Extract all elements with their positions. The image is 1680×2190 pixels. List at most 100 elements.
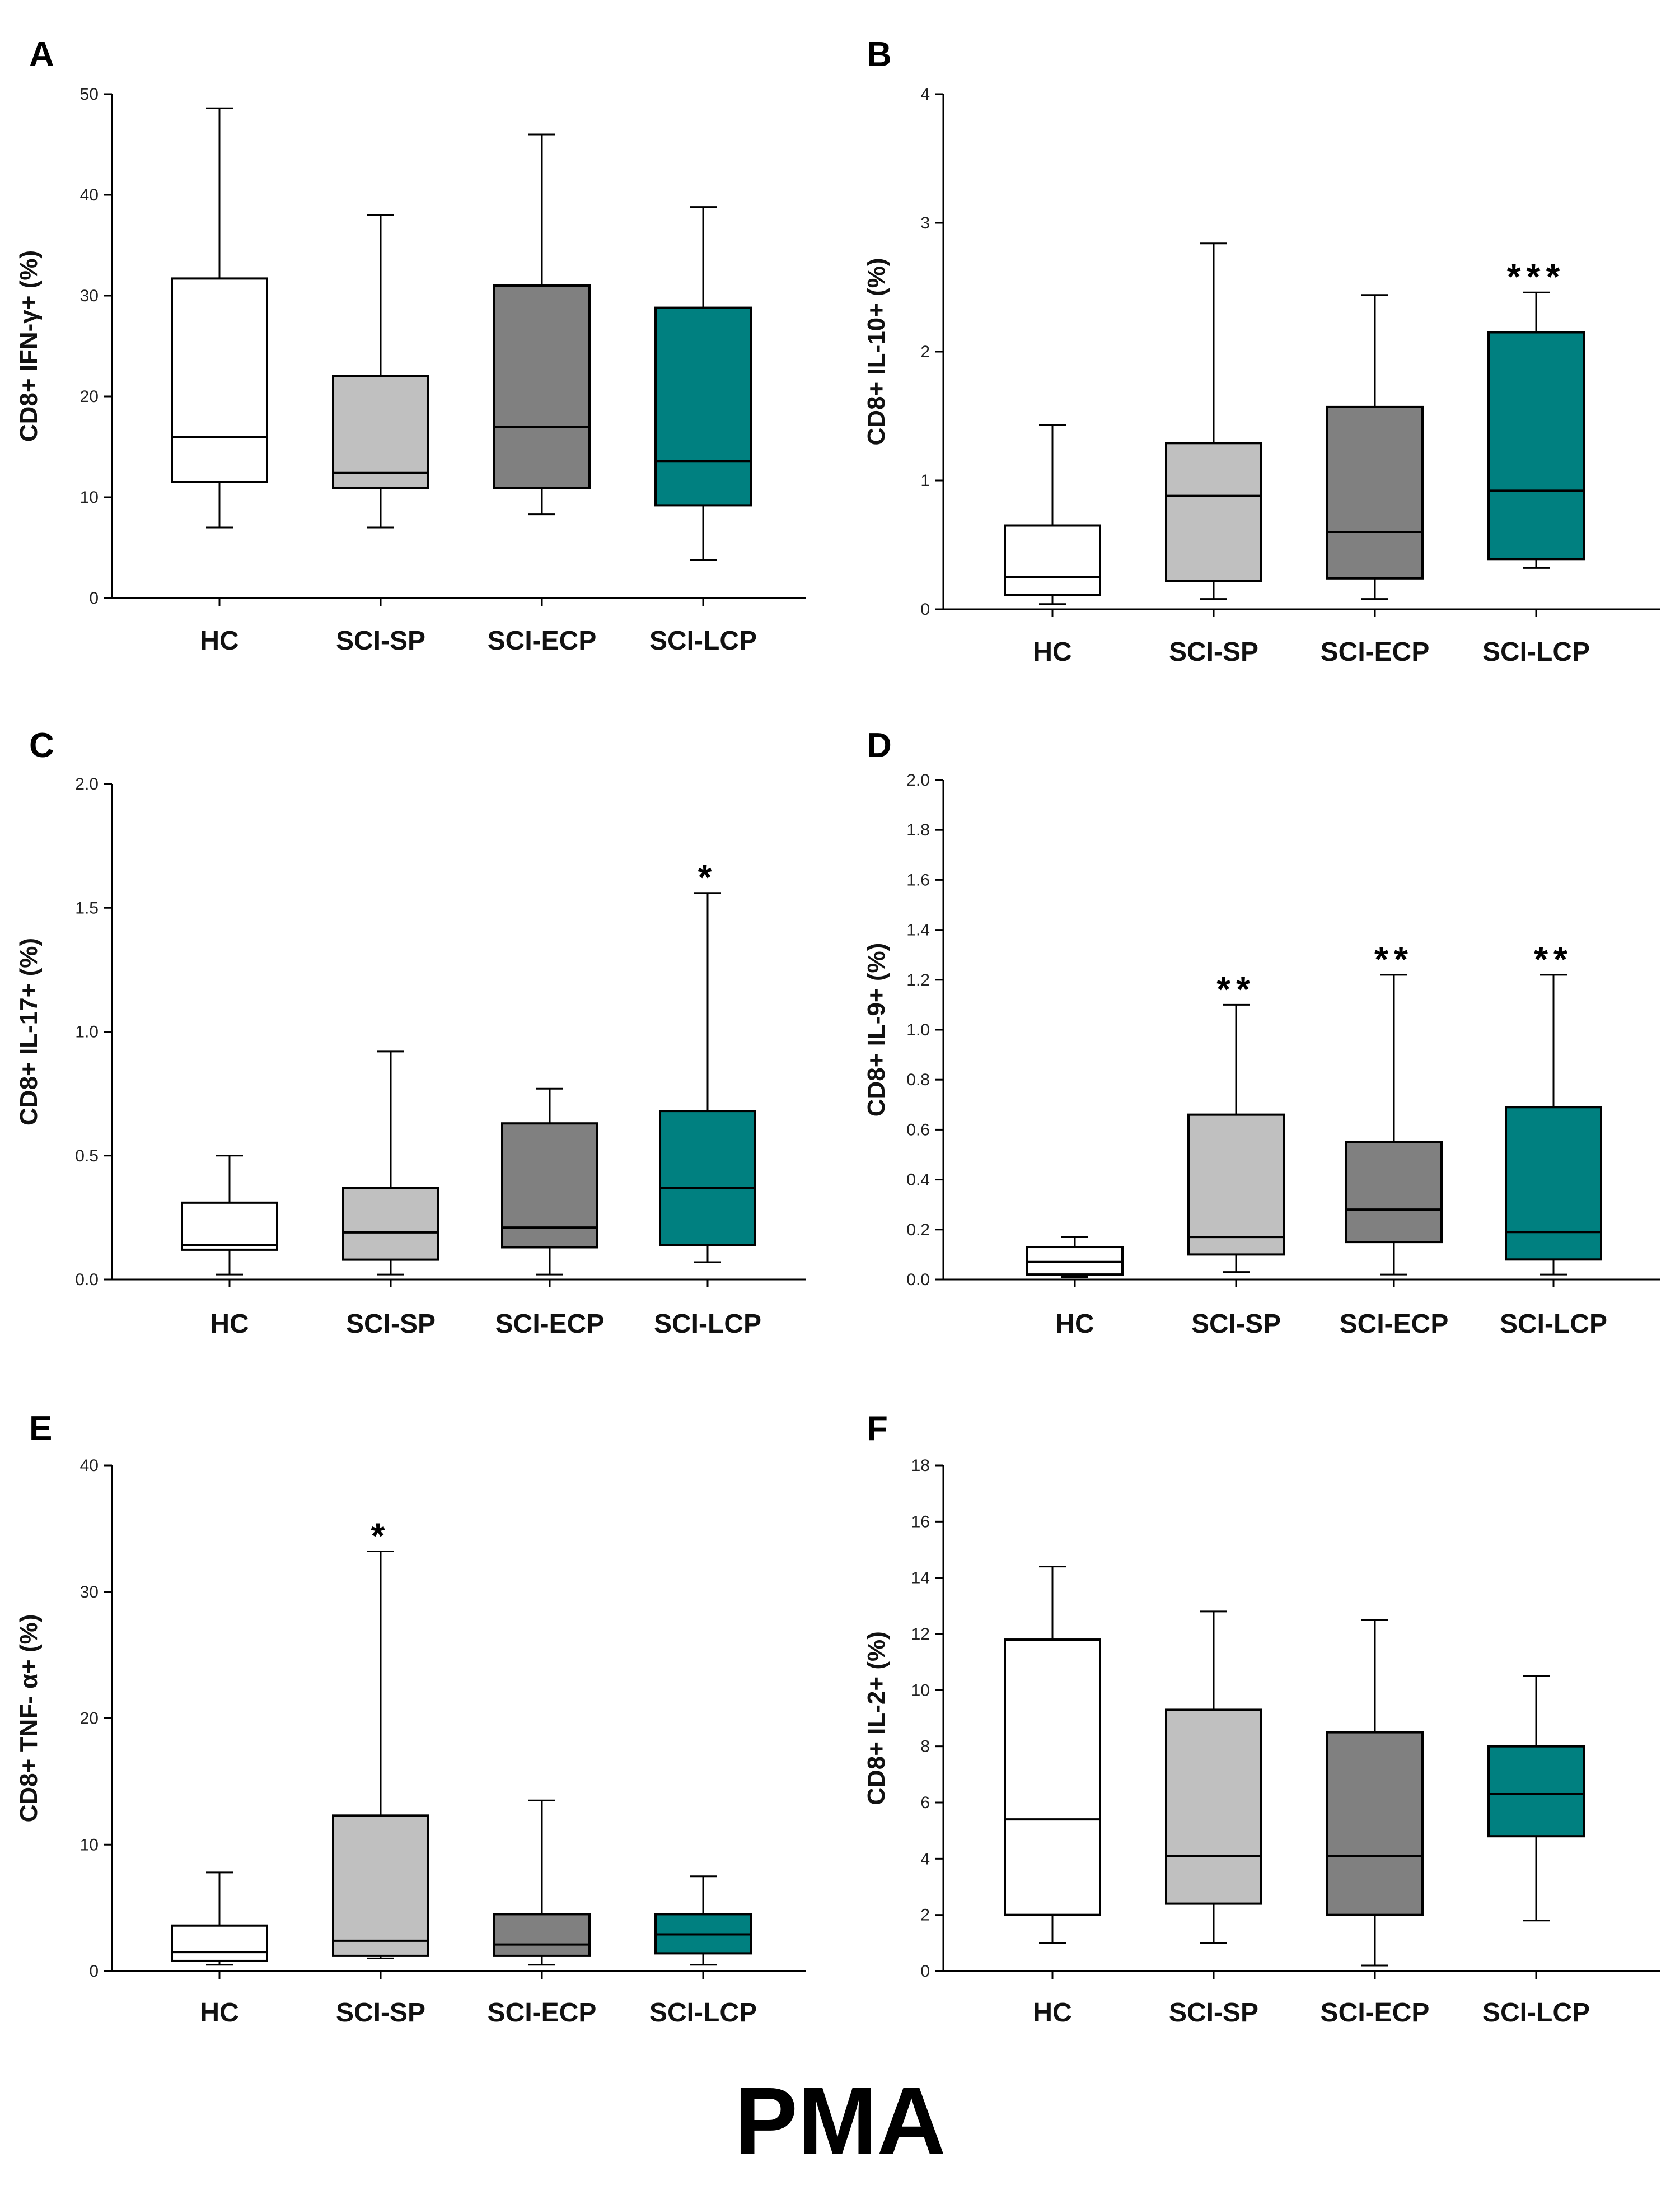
y-tick-label: 40 bbox=[80, 1456, 99, 1475]
y-tick-label: 1.6 bbox=[906, 871, 930, 889]
x-tick-label: SCI-SP bbox=[336, 626, 425, 656]
box-sci-sp: SCI-SP bbox=[342, 1050, 439, 1339]
box-sci-sp: SCI-SP bbox=[1165, 242, 1262, 667]
y-tick-label: 4 bbox=[920, 85, 930, 104]
box-sci-lcp: SCI-LCP * bbox=[654, 857, 761, 1339]
x-tick-label: SCI-SP bbox=[1169, 637, 1258, 667]
y-tick-label: 50 bbox=[80, 85, 99, 104]
y-tick-label: 0 bbox=[920, 600, 930, 619]
x-tick-label: SCI-SP bbox=[1169, 1998, 1258, 2028]
box-sci-sp: SCI-SP bbox=[332, 214, 429, 656]
significance-marker: ** bbox=[1534, 939, 1573, 979]
y-tick-label: 1.0 bbox=[906, 1021, 930, 1039]
y-tick-label: 1 bbox=[920, 471, 930, 490]
y-tick-label: 1.2 bbox=[906, 971, 930, 989]
x-tick-label: SCI-LCP bbox=[654, 1309, 761, 1339]
box-hc: HC bbox=[181, 1155, 278, 1339]
box-iqr bbox=[1026, 1246, 1124, 1276]
box-hc: HC bbox=[171, 107, 268, 656]
y-tick-label: 20 bbox=[80, 387, 99, 406]
box-iqr bbox=[659, 1110, 756, 1246]
x-tick-label: SCI-LCP bbox=[649, 626, 757, 656]
x-tick-label: SCI-LCP bbox=[1482, 637, 1590, 667]
box-iqr bbox=[332, 1814, 429, 1957]
x-tick-label: SCI-SP bbox=[346, 1309, 436, 1339]
box-hc: HC bbox=[1004, 1566, 1101, 2028]
box-iqr bbox=[171, 277, 268, 483]
y-tick-label: 8 bbox=[920, 1738, 930, 1756]
box-iqr bbox=[171, 1924, 268, 1962]
box-iqr bbox=[501, 1122, 598, 1249]
box-iqr bbox=[493, 1913, 591, 1957]
box-iqr bbox=[1487, 1745, 1585, 1838]
y-tick-label: 3 bbox=[920, 214, 930, 232]
x-tick-label: SCI-ECP bbox=[1321, 1998, 1430, 2028]
significance-marker: ** bbox=[1216, 969, 1256, 1009]
panel-e: E CD8+ TNF- α+ (%) 0 10 20 30 40 HC SCI-SP * SCI-E… bbox=[15, 1409, 806, 2028]
x-tick-label: SCI-ECP bbox=[1340, 1309, 1449, 1339]
box-sci-ecp: SCI-ECP bbox=[488, 1799, 597, 2028]
box-sci-ecp: SCI-ECP bbox=[488, 133, 597, 656]
panel-b: B CD8+ IL-10+ (%) 0 1 2 3 4 HC SCI-SP SCI-ECP SCI-… bbox=[863, 35, 1660, 667]
significance-marker: *** bbox=[1507, 256, 1566, 297]
x-tick-label: SCI-LCP bbox=[1500, 1309, 1607, 1339]
y-tick-label: 0.2 bbox=[906, 1221, 930, 1239]
box-sci-ecp: SCI-ECP bbox=[495, 1087, 604, 1339]
x-tick-label: SCI-LCP bbox=[649, 1998, 757, 2028]
y-tick-label: 0.0 bbox=[75, 1271, 99, 1289]
x-tick-label: HC bbox=[1033, 637, 1071, 667]
box-iqr bbox=[1505, 1106, 1602, 1261]
box-iqr bbox=[654, 306, 752, 507]
y-tick-label: 10 bbox=[911, 1681, 930, 1699]
y-tick-label: 12 bbox=[911, 1625, 930, 1643]
panel-c: C CD8+ IL-17+ (%) 0.0 0.5 1.0 1.5 2.0 HC SCI-SP S… bbox=[15, 726, 806, 1339]
y-axis-label: CD8+ IL-2+ (%) bbox=[863, 1631, 890, 1805]
box-hc: HC bbox=[171, 1871, 268, 2028]
box-iqr bbox=[1187, 1113, 1285, 1256]
y-tick-label: 10 bbox=[80, 488, 99, 507]
x-tick-label: SCI-SP bbox=[1191, 1309, 1281, 1339]
significance-marker: * bbox=[698, 857, 718, 898]
y-tick-label: 0 bbox=[89, 589, 99, 608]
box-sci-sp: SCI-SP bbox=[1165, 1610, 1262, 2028]
y-tick-label: 2.0 bbox=[75, 775, 99, 793]
x-tick-label: SCI-ECP bbox=[488, 626, 597, 656]
y-tick-label: 1.4 bbox=[906, 921, 930, 940]
x-tick-label: HC bbox=[200, 626, 238, 656]
y-tick-label: 2.0 bbox=[906, 771, 930, 790]
x-tick-label: SCI-SP bbox=[336, 1998, 425, 2028]
significance-marker: ** bbox=[1374, 939, 1414, 979]
y-tick-label: 0.5 bbox=[75, 1147, 99, 1165]
y-tick-label: 0.4 bbox=[906, 1171, 930, 1189]
box-hc: HC bbox=[1004, 424, 1101, 667]
box-sci-lcp: SCI-LCP bbox=[649, 206, 757, 656]
x-tick-label: SCI-ECP bbox=[488, 1998, 597, 2028]
y-tick-label: 0 bbox=[89, 1962, 99, 1981]
x-tick-label: SCI-ECP bbox=[1321, 637, 1430, 667]
box-iqr bbox=[1345, 1141, 1443, 1244]
box-sci-lcp: SCI-LCP bbox=[649, 1875, 757, 2028]
y-tick-label: 18 bbox=[911, 1456, 930, 1475]
box-sci-sp: SCI-SP ** bbox=[1187, 969, 1285, 1339]
panel-a: A CD8+ IFN-γ+ (%) 0 10 20 30 40 50 HC SCI-SP SCI-E… bbox=[15, 35, 806, 656]
box-iqr bbox=[1326, 405, 1424, 580]
box-iqr bbox=[1004, 524, 1101, 596]
panel-d: D CD8+ IL-9+ (%) 0.0 0.2 0.4 0.6 0.8 1.0 1.2 1.4 1… bbox=[863, 726, 1660, 1339]
panel-letter: E bbox=[29, 1409, 52, 1448]
box-sci-lcp: SCI-LCP bbox=[1482, 1675, 1590, 2028]
x-tick-label: HC bbox=[210, 1309, 249, 1339]
box-sci-ecp: SCI-ECP bbox=[1321, 1619, 1430, 2028]
significance-marker: * bbox=[371, 1516, 391, 1556]
box-iqr bbox=[1004, 1638, 1101, 1916]
panel-letter: A bbox=[29, 35, 54, 74]
x-tick-label: HC bbox=[1055, 1309, 1094, 1339]
box-iqr bbox=[1165, 1708, 1262, 1905]
y-tick-label: 1.8 bbox=[906, 821, 930, 839]
box-sci-lcp: SCI-LCP *** bbox=[1482, 256, 1590, 667]
box-iqr bbox=[493, 284, 591, 489]
y-axis-label: CD8+ IL-10+ (%) bbox=[863, 258, 890, 446]
y-tick-label: 2 bbox=[920, 1906, 930, 1925]
y-tick-label: 0.0 bbox=[906, 1271, 930, 1289]
y-tick-label: 0.8 bbox=[906, 1071, 930, 1089]
